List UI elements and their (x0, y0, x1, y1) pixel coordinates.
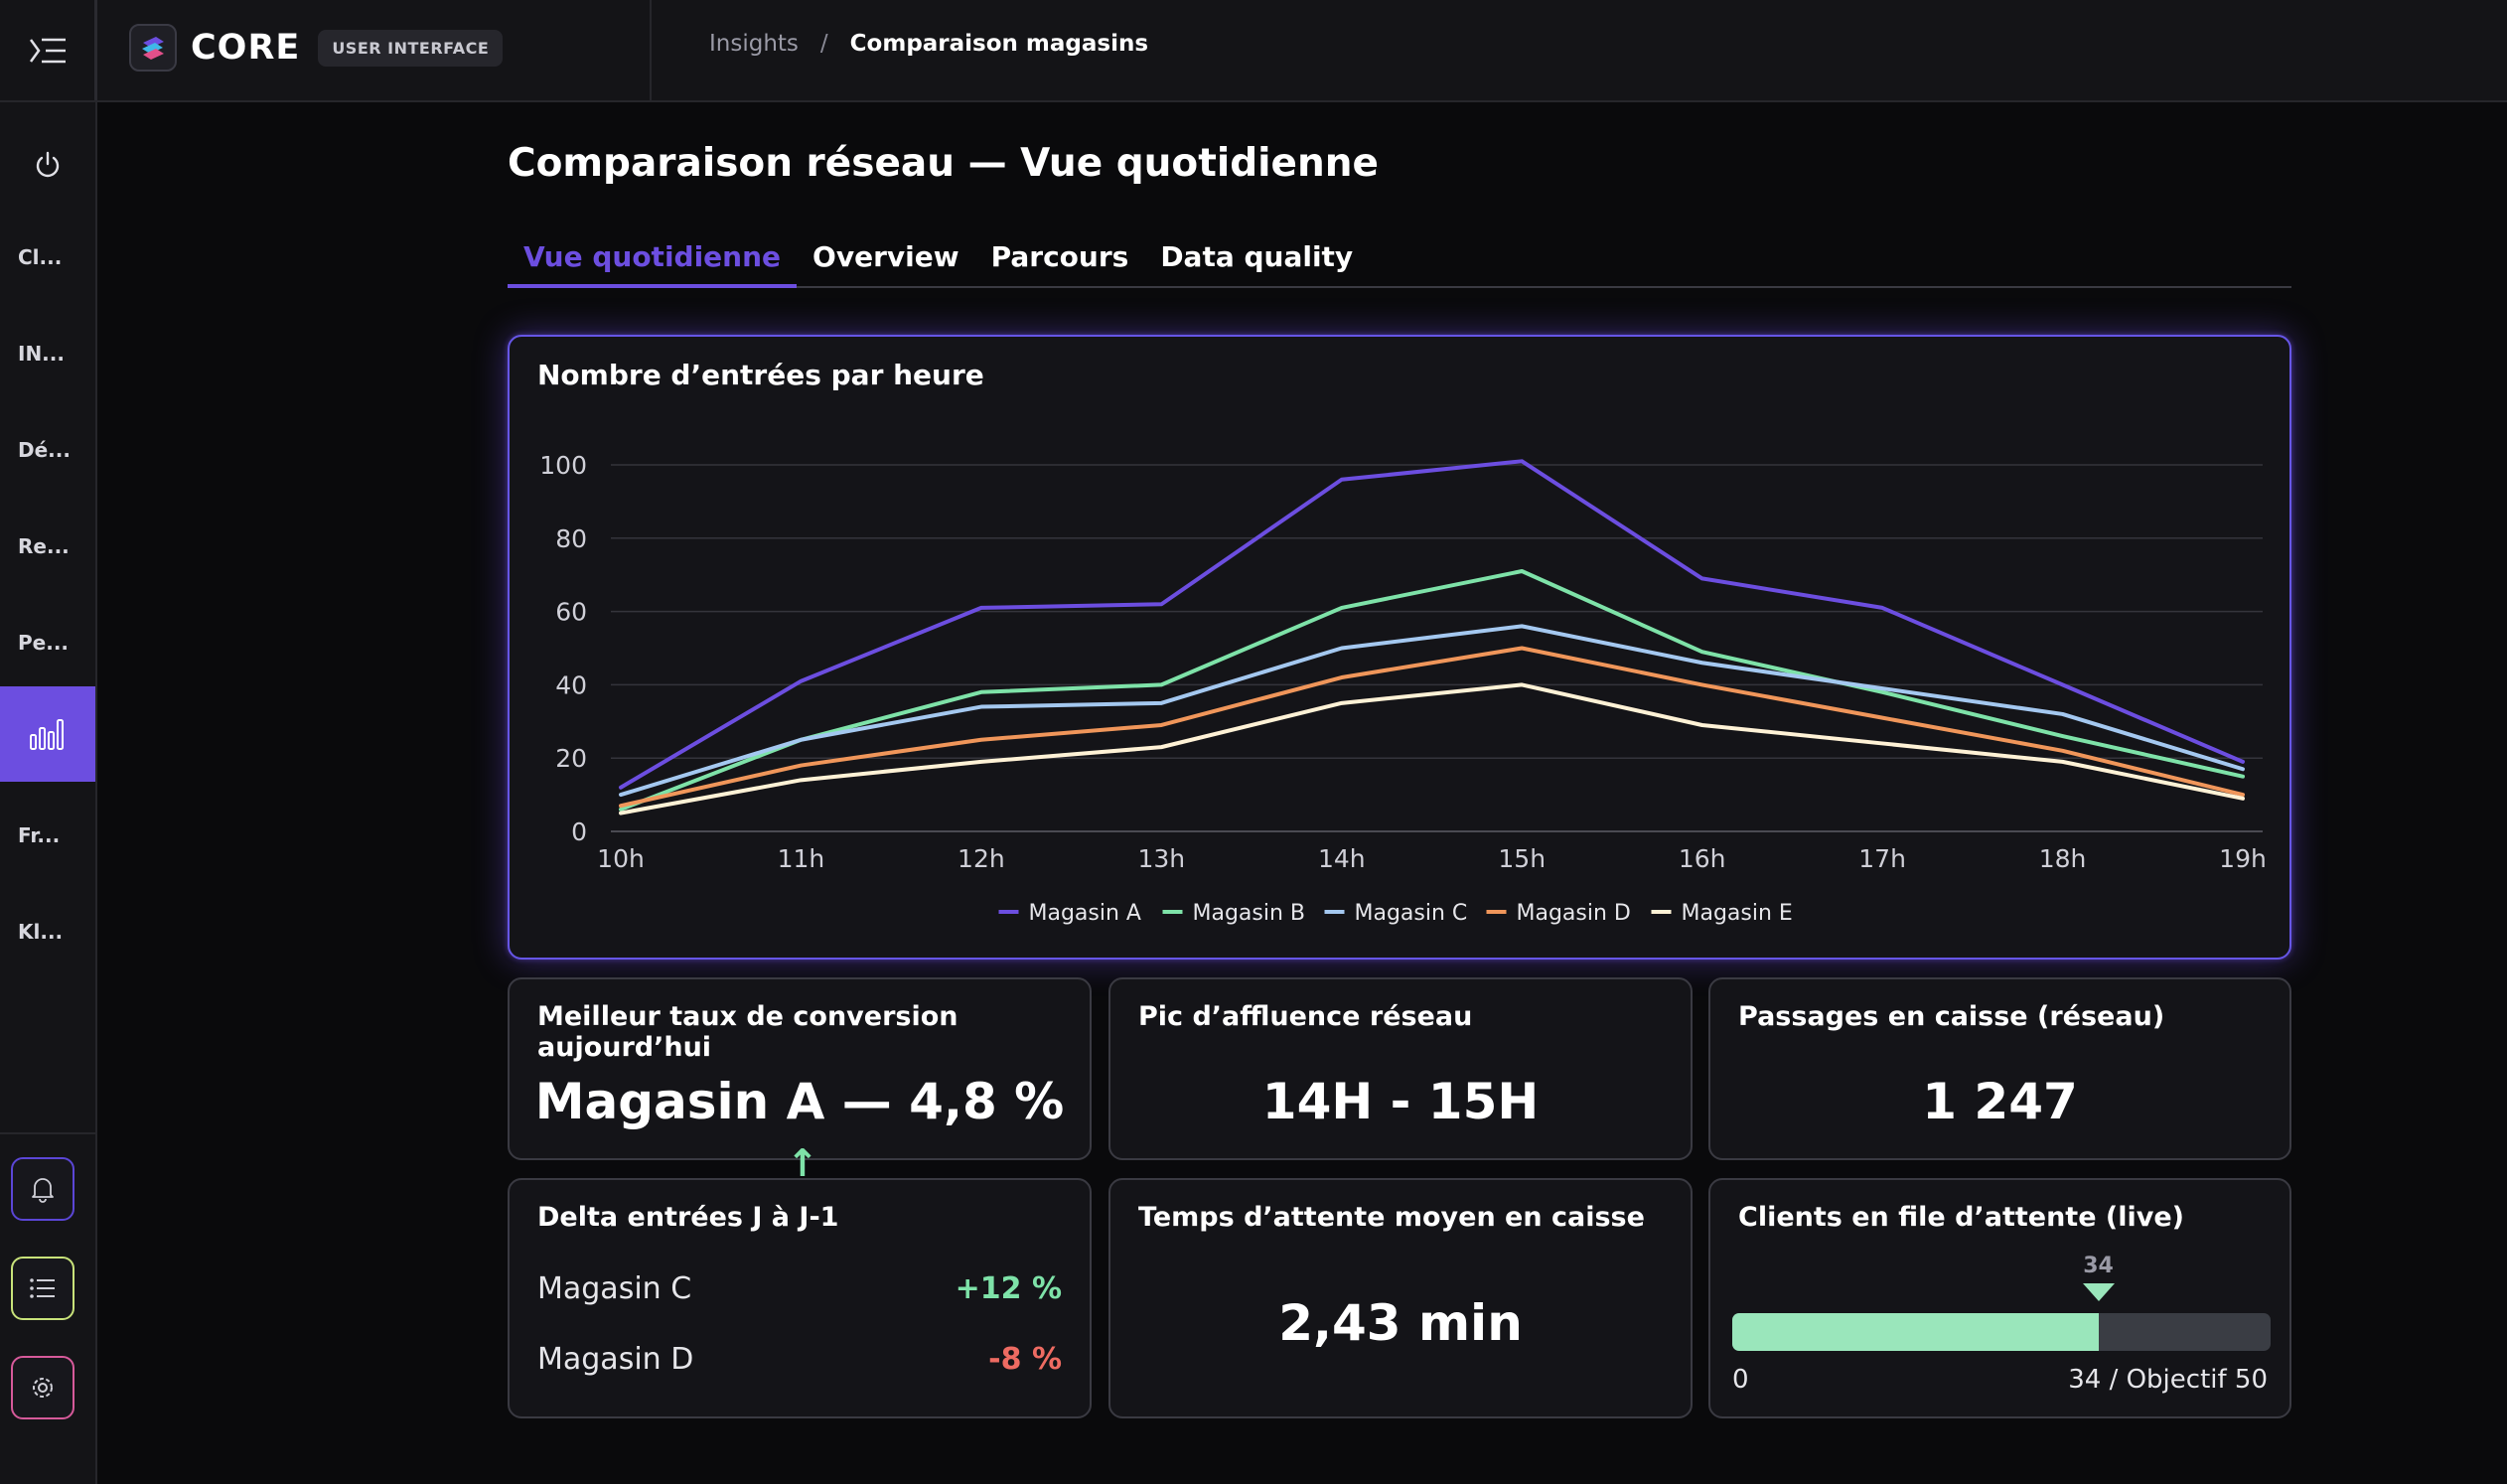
brand-name: CORE (191, 28, 301, 68)
breadcrumb: Insights / Comparaison magasins (709, 31, 1148, 57)
line-chart: 0 20 40 60 80 100 10h 11h 12h 13h 14h 15h 16h 17h 18h 1… (539, 451, 2267, 926)
y-tick-label: 20 (555, 744, 587, 773)
list-button[interactable] (11, 1257, 74, 1320)
y-tick-label: 0 (571, 817, 587, 846)
delta-value-negative: -8 % (988, 1342, 1062, 1377)
delta-row-magasin-c: Magasin C +12 % (537, 1271, 1062, 1306)
series-line-2 (619, 569, 2245, 812)
kpi-conversion-title: Meilleur taux de conversion aujourd’hui (537, 1001, 959, 1063)
kpi-checkout-title: Passages en caisse (réseau) (1738, 1001, 2165, 1032)
legend-label: Magasin B (1193, 901, 1306, 926)
queue-max-label: 34 / Objectif 50 (2068, 1365, 2268, 1395)
breadcrumb-separator: / (819, 31, 828, 57)
kpi-card-conversion: Meilleur taux de conversion aujourd’hui … (508, 977, 1092, 1185)
kpi-checkout-value: 1 247 (1922, 1073, 2078, 1130)
sidebar-item-5[interactable]: Pe... (18, 631, 70, 655)
x-tick-label: 15h (1498, 844, 1546, 873)
x-tick-label: 17h (1858, 844, 1906, 873)
topbar-divider (650, 0, 652, 100)
x-tick-label: 18h (2039, 844, 2087, 873)
x-tick-label: 16h (1679, 844, 1726, 873)
menu-collapse-icon (29, 38, 66, 63)
menu-toggle-button[interactable] (0, 0, 97, 100)
tab-vue-quotidienne[interactable]: Vue quotidienne (508, 234, 798, 288)
kpi-conversion-value: Magasin A — 4,8 % ↑ (510, 1073, 1090, 1188)
sidebar: Cl... IN... Dé... Re... Pe... Fr... Kl..… (0, 102, 97, 1484)
sidebar-item-2[interactable]: IN... (18, 342, 65, 366)
top-bar: CORE USER INTERFACE Insights / Comparais… (0, 0, 2507, 102)
y-tick-label: 40 (555, 670, 587, 699)
x-tick-label: 19h (2219, 844, 2267, 873)
sidebar-item-4[interactable]: Re... (18, 534, 70, 558)
series-line-1 (619, 459, 2245, 790)
kpi-card-queue: Clients en file d’attente (live) 34 0 34… (1708, 1178, 2291, 1418)
tab-data-quality[interactable]: Data quality (1160, 240, 1354, 273)
sidebar-item-7[interactable]: Fr... (18, 823, 61, 847)
breadcrumb-item-insights[interactable]: Insights (709, 31, 799, 57)
chart-title: Nombre d’entrées par heure (537, 359, 984, 391)
power-button[interactable] (0, 132, 95, 198)
queue-progress-fill (1732, 1313, 2099, 1351)
tab-parcours[interactable]: Parcours (990, 240, 1129, 273)
brand-logo-icon (129, 24, 177, 72)
delta-store-name: Magasin C (537, 1271, 692, 1306)
brand-badge: USER INTERFACE (318, 29, 504, 67)
y-tick-label: 80 (555, 524, 587, 553)
trend-up-icon: ↑ (787, 1141, 818, 1185)
y-tick-label: 100 (539, 451, 587, 480)
kpi-peak-value: 14H - 15H (1261, 1073, 1540, 1130)
kpi-queue-title: Clients en file d’attente (live) (1738, 1202, 2185, 1233)
sidebar-item-1[interactable]: Cl... (18, 245, 63, 269)
sidebar-item-analytics[interactable] (0, 686, 95, 782)
queue-marker-icon (2082, 1283, 2115, 1301)
kpi-card-peak: Pic d’affluence réseau 14H - 15H (1108, 977, 1693, 1160)
series-line-3 (619, 624, 2245, 798)
series-line-5 (619, 682, 2245, 816)
delta-row-magasin-d: Magasin D -8 % (537, 1342, 1062, 1377)
page-title: Comparaison réseau — Vue quotidienne (508, 141, 1379, 186)
chart-card: Nombre d’entrées par heure 0 20 40 60 80 100 1… (508, 335, 2291, 960)
kpi-card-checkout: Passages en caisse (réseau) 1 247 (1708, 977, 2291, 1160)
kpi-delta-title: Delta entrées J à J-1 (537, 1202, 839, 1233)
tab-overview[interactable]: Overview (812, 240, 959, 273)
bar-chart-icon (30, 719, 64, 750)
sidebar-item-3[interactable]: Dé... (18, 438, 71, 462)
power-icon (36, 151, 60, 178)
x-tick-label: 11h (778, 844, 825, 873)
kpi-card-delta: Delta entrées J à J-1 Magasin C +12 % Ma… (508, 1178, 1092, 1418)
queue-marker-value: 34 (2083, 1254, 2114, 1278)
queue-progress-bar (1732, 1313, 2271, 1351)
kpi-conversion-text: Magasin A — 4,8 % (534, 1073, 1065, 1130)
queue-min-label: 0 (1732, 1365, 1749, 1395)
kpi-wait-value: 2,43 min (1278, 1294, 1523, 1352)
sidebar-divider (0, 1132, 95, 1134)
bell-icon (32, 1178, 54, 1203)
delta-store-name: Magasin D (537, 1342, 694, 1377)
sidebar-item-8[interactable]: Kl... (18, 920, 64, 944)
x-tick-label: 13h (1138, 844, 1186, 873)
x-tick-label: 10h (597, 844, 645, 873)
x-tick-label: 14h (1318, 844, 1366, 873)
x-tick-label: 12h (958, 844, 1005, 873)
settings-icon (33, 1378, 53, 1398)
series-line-4 (619, 646, 2245, 809)
notifications-button[interactable] (11, 1157, 74, 1221)
legend-label: Magasin D (1517, 901, 1631, 926)
delta-value-positive: +12 % (955, 1271, 1062, 1306)
kpi-card-wait: Temps d’attente moyen en caisse 2,43 min (1108, 1178, 1693, 1418)
settings-button[interactable] (11, 1356, 74, 1419)
kpi-wait-title: Temps d’attente moyen en caisse (1138, 1202, 1645, 1233)
legend-label: Magasin E (1682, 901, 1793, 926)
kpi-peak-title: Pic d’affluence réseau (1138, 1001, 1473, 1032)
legend-label: Magasin A (1029, 901, 1141, 926)
y-tick-label: 60 (555, 598, 587, 627)
list-icon (30, 1278, 55, 1298)
brand[interactable]: CORE USER INTERFACE (129, 24, 504, 72)
breadcrumb-item-current: Comparaison magasins (849, 31, 1149, 57)
legend-label: Magasin C (1355, 901, 1468, 926)
tab-bar: Vue quotidienne Overview Parcours Data q… (508, 234, 2291, 288)
